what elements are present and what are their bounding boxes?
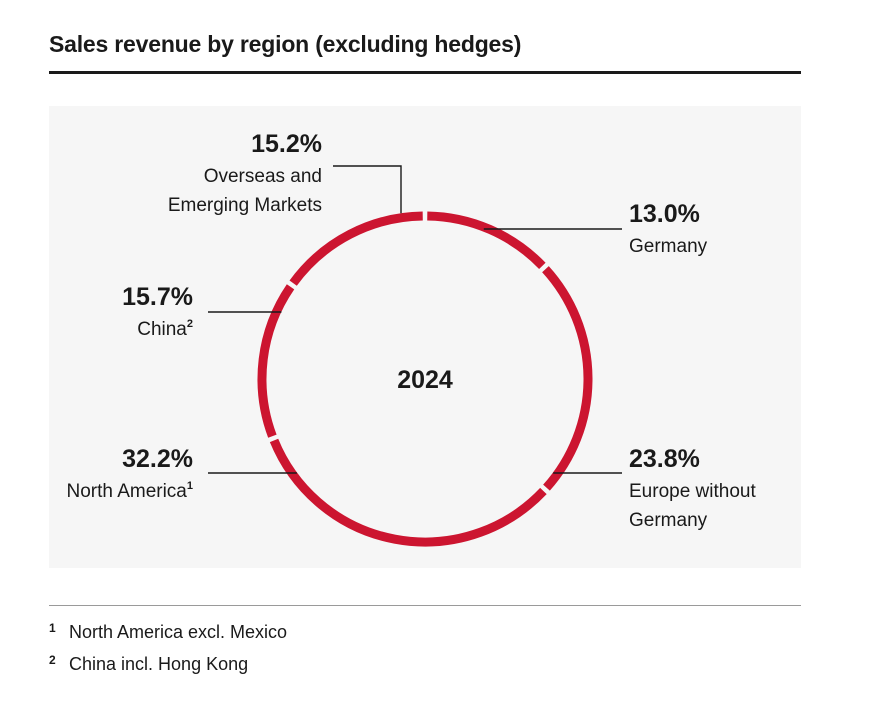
slice-category-label: Germany [629,236,708,257]
slice-arc-europe-without-germany [542,266,593,491]
slice-category-label: Germany [629,510,708,531]
footnote-2: 2 China incl. Hong Kong [49,653,248,675]
footnote-text: China incl. Hong Kong [69,654,249,674]
center-label: 2024 [397,366,453,394]
chart-title: Sales revenue by region (excluding hedge… [49,31,522,57]
slice-value-label: 23.8% [629,445,700,473]
slice-category-label: Europe without [629,481,756,502]
slice-arc-germany [427,211,546,269]
slice-value-label: 13.0% [629,200,700,228]
slice-value-label: 32.2% [122,445,193,473]
footnote-mark: 2 [49,653,56,667]
slice-category-label: North America1 [67,480,194,502]
footnote-text: North America excl. Mexico [69,622,288,642]
footnote-1: 1 North America excl. Mexico [49,621,287,643]
title-rule [49,71,801,74]
slice-value-label: 15.7% [122,283,193,311]
leader-line [333,165,402,214]
slice-value-label: 15.2% [251,130,322,158]
slice-arc-china [257,284,295,438]
chart-panel [49,106,801,568]
slice-category-label: China2 [137,318,193,340]
footnote-mark: 1 [49,621,56,635]
slice-category-label: Emerging Markets [168,195,322,216]
slice-arc-overseas-and-emerging-markets [289,211,423,286]
slice-category-label: Overseas and [204,166,322,187]
slice-arc-north-america [269,438,547,547]
footnote-rule [49,605,801,606]
